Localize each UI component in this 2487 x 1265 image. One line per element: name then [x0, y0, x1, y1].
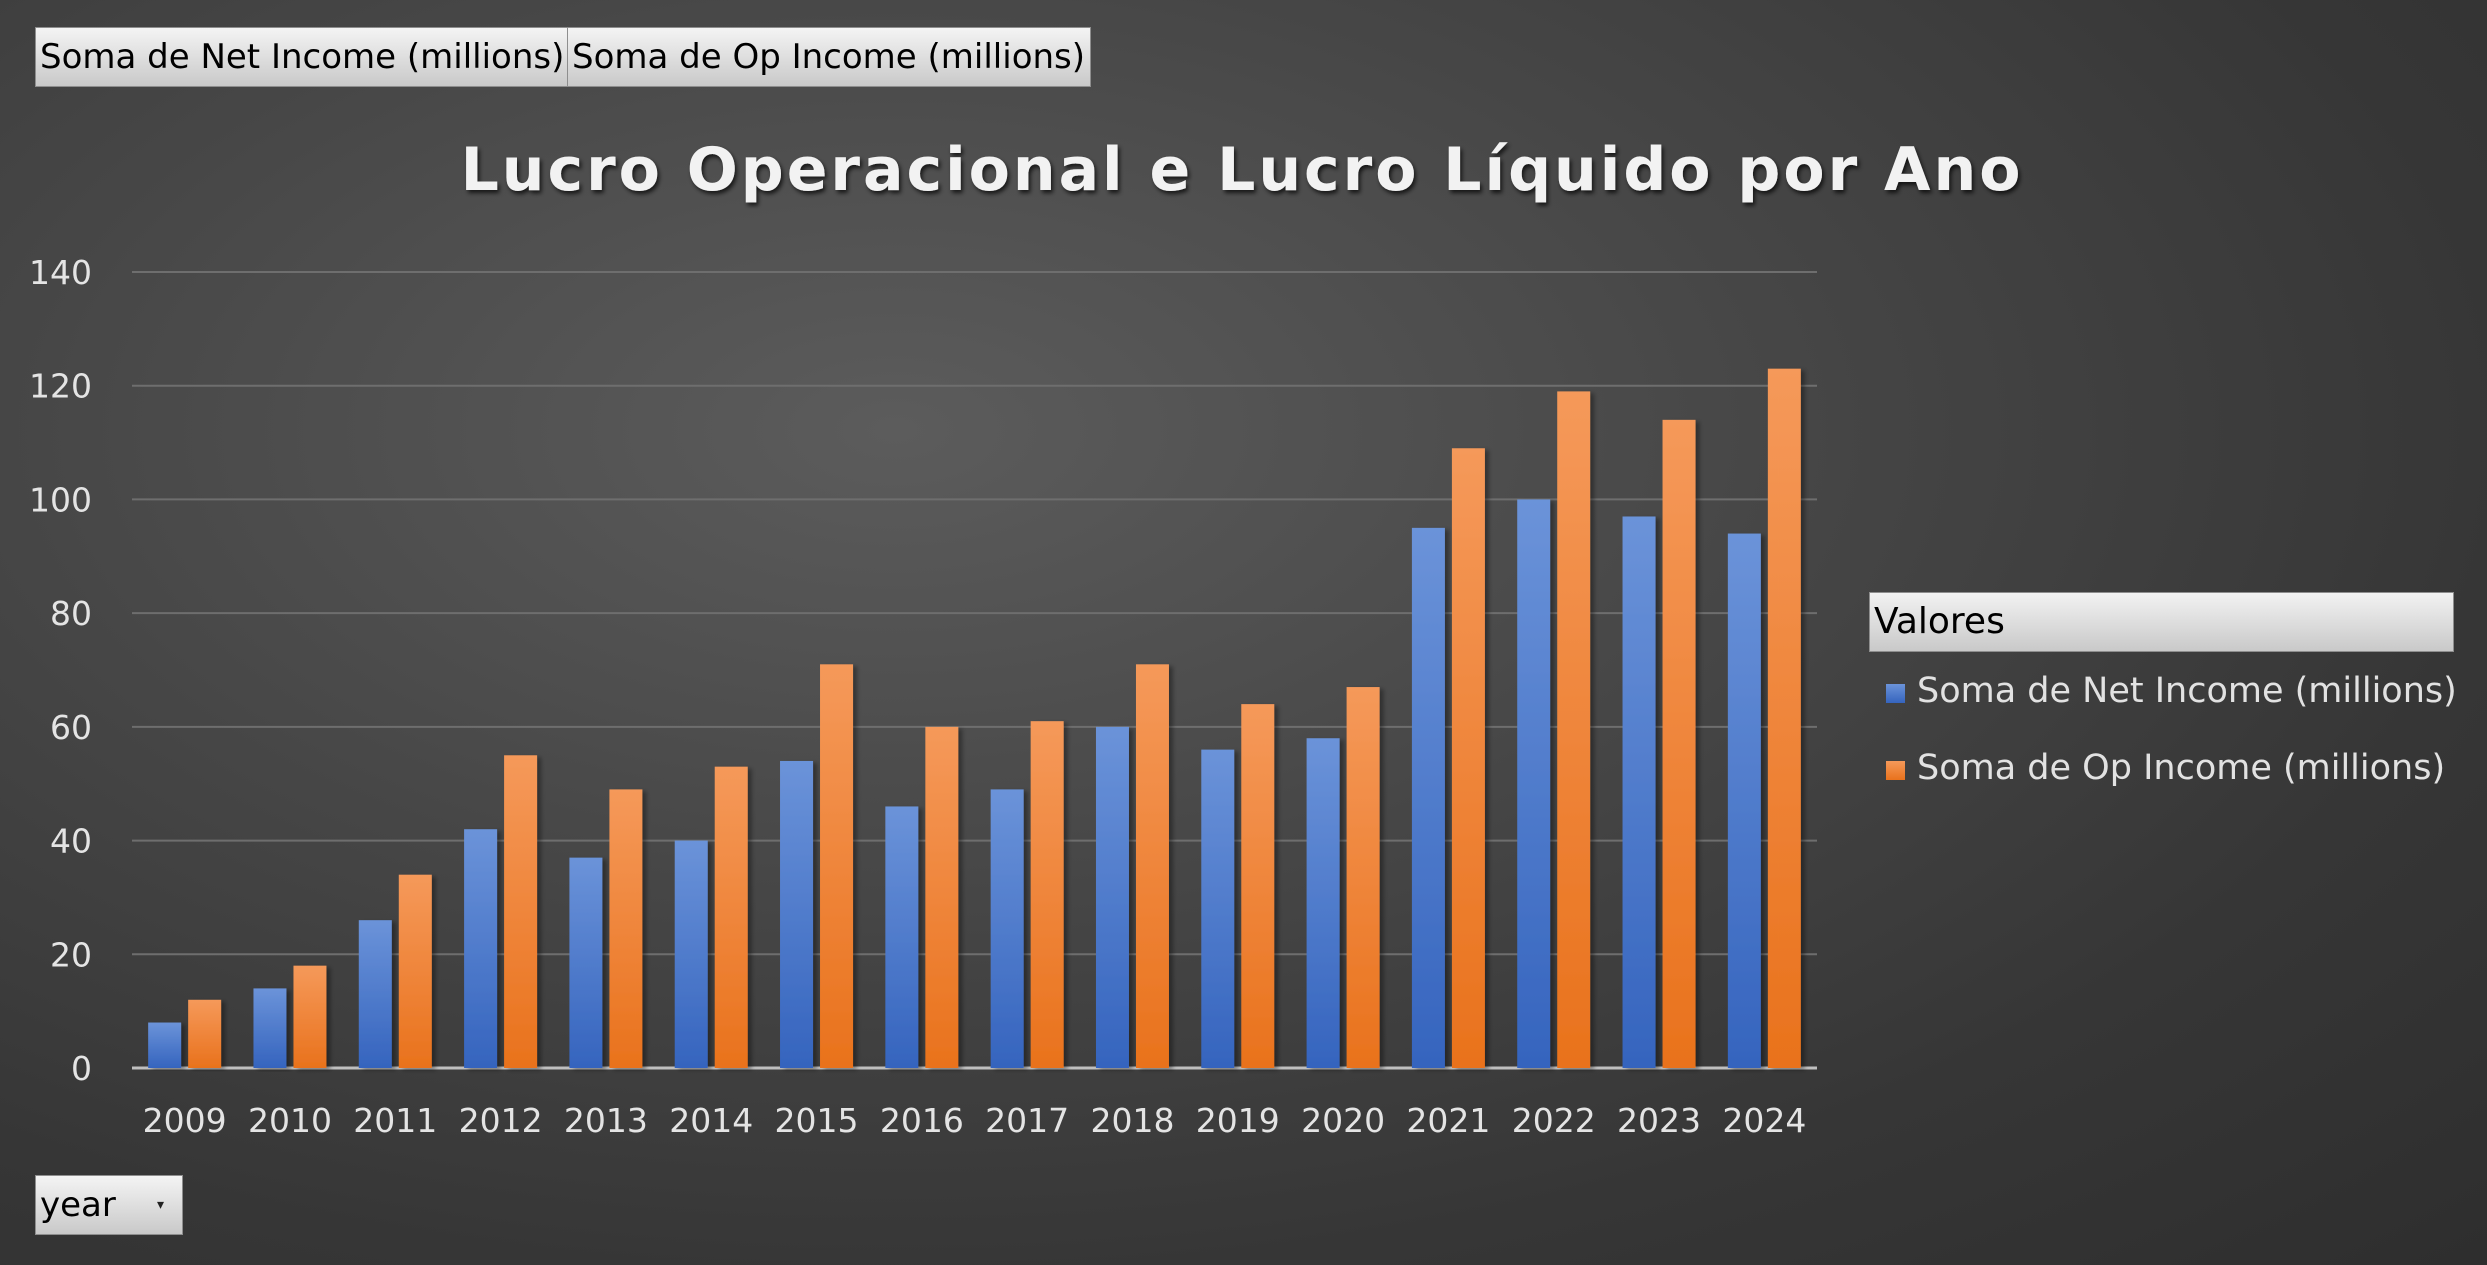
x-tick-label: 2010	[248, 1101, 332, 1140]
legend-title[interactable]: Valores	[1869, 592, 2454, 652]
net-income-field-button[interactable]: Soma de Net Income (millions)	[35, 27, 568, 87]
bar-net-income[interactable]	[1622, 516, 1656, 1068]
bar-op-income[interactable]	[820, 664, 854, 1068]
bar-net-income[interactable]	[1306, 738, 1340, 1068]
x-tick-label: 2020	[1301, 1101, 1385, 1140]
x-tick-label: 2022	[1512, 1101, 1596, 1140]
year-field-dropdown[interactable]: year ▾	[35, 1175, 183, 1235]
x-tick-label: 2011	[353, 1101, 437, 1140]
x-tick-label: 2009	[143, 1101, 227, 1140]
bar-op-income[interactable]	[714, 766, 748, 1068]
bar-net-income[interactable]	[1727, 533, 1761, 1068]
bar-net-income[interactable]	[990, 789, 1024, 1068]
op-income-field-button[interactable]: Soma de Op Income (millions)	[567, 27, 1091, 87]
bar-net-income[interactable]	[1201, 749, 1235, 1068]
bar-net-income[interactable]	[885, 806, 919, 1068]
bar-op-income[interactable]	[1767, 368, 1801, 1069]
y-tick-label: 0	[71, 1049, 92, 1088]
bar-net-income[interactable]	[780, 760, 814, 1068]
bar-net-income[interactable]	[1411, 527, 1445, 1068]
legend-label-op-income: Soma de Op Income (millions)	[1917, 748, 2446, 788]
x-tick-label: 2012	[459, 1101, 543, 1140]
legend-swatch-net-income	[1886, 684, 1905, 703]
bar-net-income[interactable]	[253, 988, 287, 1068]
bar-op-income[interactable]	[1135, 664, 1169, 1068]
x-tick-label: 2021	[1406, 1101, 1490, 1140]
y-tick-label: 100	[29, 480, 92, 519]
bar-op-income[interactable]	[1241, 704, 1275, 1068]
legend-item-op-income: Soma de Op Income (millions)	[1886, 745, 2445, 791]
legend-item-net-income: Soma de Net Income (millions)	[1886, 668, 2457, 714]
x-tick-label: 2016	[880, 1101, 964, 1140]
x-tick-label: 2018	[1090, 1101, 1174, 1140]
x-tick-label: 2024	[1722, 1101, 1806, 1140]
y-tick-label: 20	[50, 935, 92, 974]
bar-op-income[interactable]	[1346, 687, 1380, 1068]
y-tick-label: 120	[29, 367, 92, 406]
x-tick-label: 2013	[564, 1101, 648, 1140]
bar-op-income[interactable]	[1030, 721, 1064, 1068]
bar-op-income[interactable]	[1557, 391, 1591, 1068]
y-tick-label: 60	[50, 708, 92, 747]
bar-net-income[interactable]	[1517, 499, 1551, 1068]
x-tick-label: 2015	[775, 1101, 859, 1140]
legend-swatch-op-income	[1886, 761, 1905, 780]
y-tick-label: 140	[29, 253, 92, 292]
dropdown-arrow-icon: ▾	[156, 1197, 164, 1213]
legend-label-net-income: Soma de Net Income (millions)	[1917, 671, 2457, 711]
x-tick-label: 2014	[669, 1101, 753, 1140]
bar-net-income[interactable]	[358, 920, 392, 1068]
bar-op-income[interactable]	[398, 874, 432, 1068]
bar-net-income[interactable]	[569, 857, 603, 1068]
bar-net-income[interactable]	[1095, 726, 1129, 1068]
y-tick-label: 80	[50, 594, 92, 633]
x-tick-label: 2019	[1196, 1101, 1280, 1140]
chart-title: Lucro Operacional e Lucro Líquido por An…	[461, 135, 2024, 205]
bar-op-income[interactable]	[609, 789, 643, 1068]
y-tick-label: 40	[50, 822, 92, 861]
bar-op-income[interactable]	[188, 999, 222, 1068]
bar-net-income[interactable]	[674, 840, 708, 1068]
x-tick-label: 2023	[1617, 1101, 1701, 1140]
x-tick-label: 2017	[985, 1101, 1069, 1140]
bar-net-income[interactable]	[464, 829, 498, 1068]
bar-op-income[interactable]	[293, 965, 327, 1068]
bar-op-income[interactable]	[925, 726, 959, 1068]
bar-net-income[interactable]	[148, 1022, 182, 1068]
bar-op-income[interactable]	[1451, 448, 1485, 1068]
bar-op-income[interactable]	[1662, 419, 1696, 1068]
bar-op-income[interactable]	[504, 755, 538, 1068]
year-field-label: year	[40, 1185, 116, 1225]
